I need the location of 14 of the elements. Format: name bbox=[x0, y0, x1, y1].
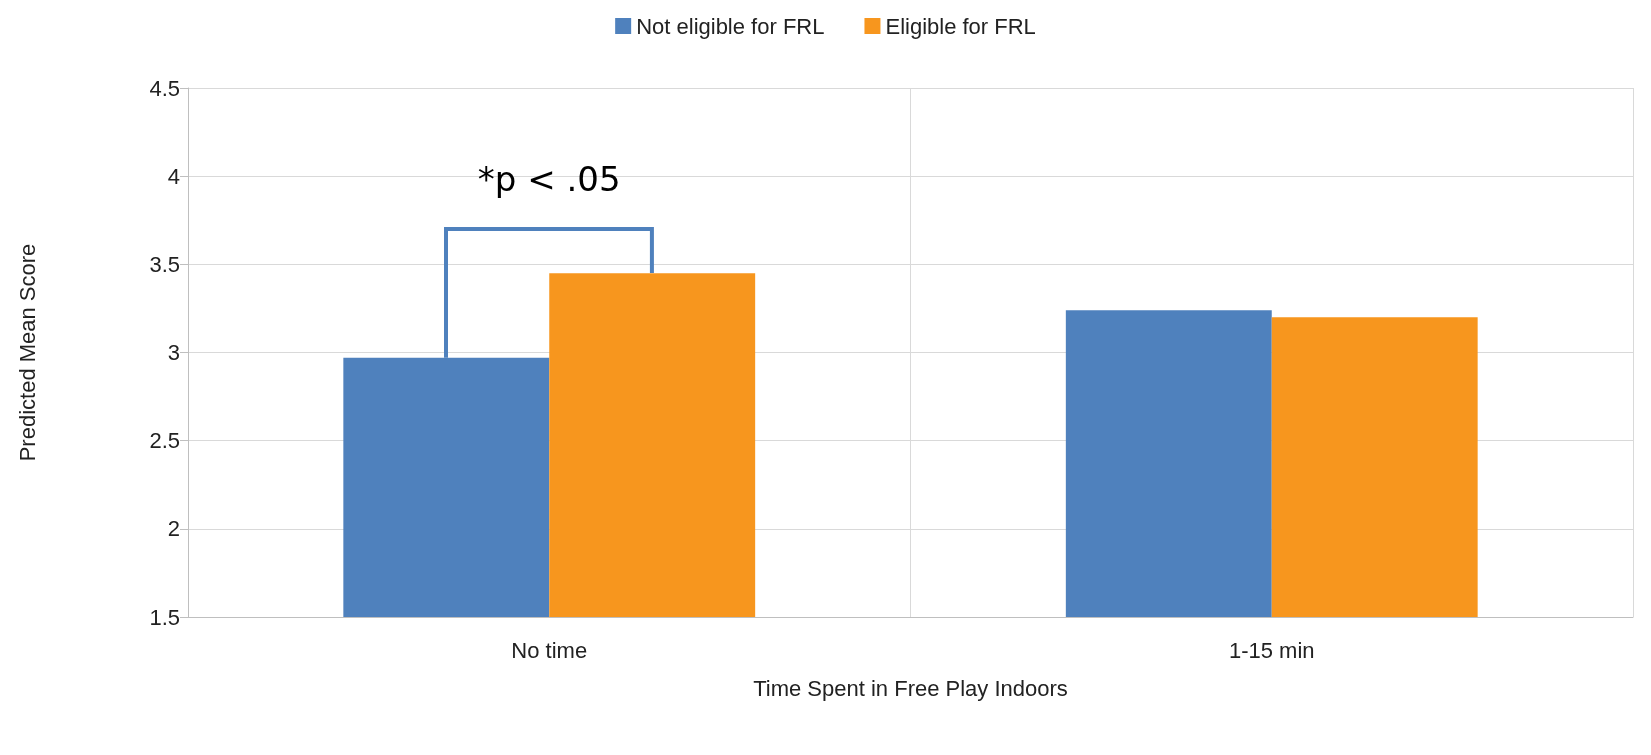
y-tick-label: 3.5 bbox=[149, 251, 180, 277]
y-tick-label: 2.5 bbox=[149, 428, 180, 454]
y-tick-label: 4.5 bbox=[149, 75, 180, 101]
y-tick-label: 2 bbox=[167, 516, 180, 542]
x-tick-label: No time bbox=[511, 637, 588, 663]
y-axis-title: Predicted Mean Score bbox=[14, 243, 40, 462]
x-tick-label: 1-15 min bbox=[1228, 637, 1315, 663]
y-tick-label: 3 bbox=[167, 340, 180, 365]
y-tick-label: 1.5 bbox=[149, 604, 180, 630]
x-axis-title: Time Spent in Free Play Indoors bbox=[753, 675, 1068, 701]
annotation: *p < .05 bbox=[477, 159, 621, 200]
legend-label: Eligible for FRL bbox=[885, 13, 1036, 39]
legend-label: Not eligible for FRL bbox=[636, 13, 825, 39]
y-tick-label: 4 bbox=[167, 163, 180, 189]
